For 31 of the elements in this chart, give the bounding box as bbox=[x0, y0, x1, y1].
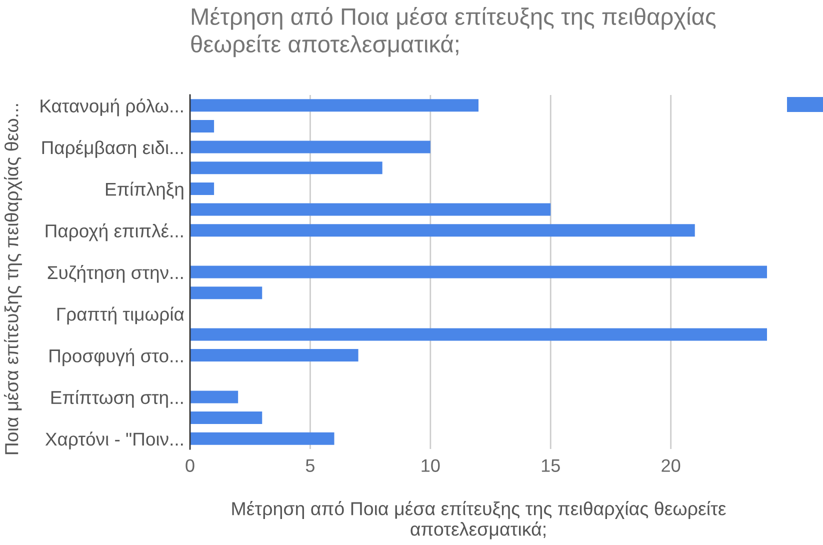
bar bbox=[190, 203, 551, 216]
bar bbox=[190, 390, 238, 404]
x-tick-label: 10 bbox=[422, 459, 440, 472]
y-tick-label: Επίπτωση στη... bbox=[51, 390, 183, 408]
bar bbox=[190, 412, 262, 424]
bar bbox=[190, 182, 214, 195]
y-tick-label: Συζήτηση στην... bbox=[48, 265, 183, 283]
x-tick-label: 0 bbox=[186, 459, 194, 472]
y-tick-label: Παροχή επιπλέ... bbox=[46, 223, 183, 242]
y-tick-label: Προσφυγή στο... bbox=[50, 348, 183, 366]
bar bbox=[190, 266, 767, 278]
bar bbox=[190, 162, 382, 174]
bar bbox=[190, 286, 262, 300]
y-tick-label: Χαρτόνι - "Ποιν... bbox=[45, 432, 183, 450]
y-tick-label: Παρέμβαση ειδι... bbox=[42, 140, 183, 158]
y-tick-label: Γραπτή τιμωρία bbox=[57, 306, 184, 324]
bar bbox=[190, 349, 358, 362]
x-tick-label: 20 bbox=[662, 459, 680, 472]
bar bbox=[190, 432, 334, 445]
bar bbox=[190, 99, 478, 112]
x-tick-label: 5 bbox=[306, 459, 314, 472]
chart-title: Μέτρηση από Ποια μέσα επίτευξης της πειθαρχίας θεωρείτε αποτελεσματικά; bbox=[191, 7, 716, 58]
bar bbox=[190, 224, 695, 237]
bar bbox=[190, 140, 430, 154]
bar bbox=[190, 120, 214, 132]
x-axis-title: Μέτρηση από Ποια μέσα επίτευξης της πειθαρχίας θεωρείτε αποτελεσματικά; bbox=[232, 501, 726, 540]
y-tick-label: Επίπληξη bbox=[106, 182, 184, 200]
y-tick-label: Κατανομή ρόλω... bbox=[40, 98, 183, 116]
bar bbox=[190, 328, 767, 341]
x-tick-label: 15 bbox=[542, 459, 560, 472]
y-axis-title: Ποια μέσα επίτευξης της πειθαρχίας θεω... bbox=[4, 104, 22, 454]
